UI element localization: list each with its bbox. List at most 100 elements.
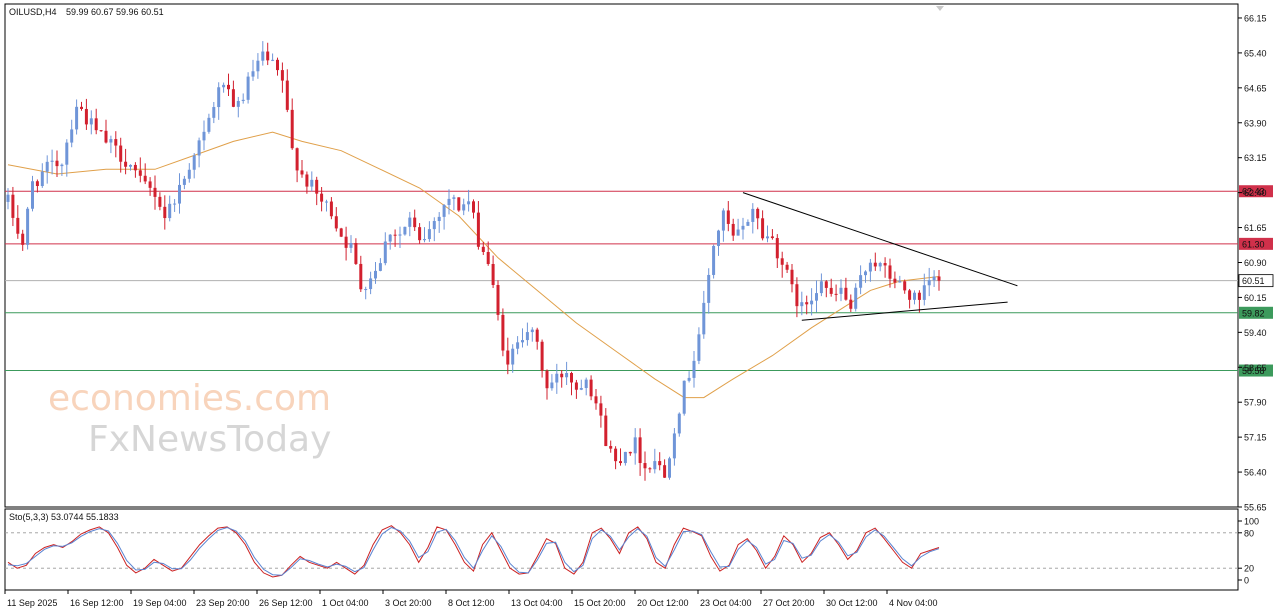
candle-body — [731, 223, 735, 236]
candles — [6, 41, 941, 481]
candle-body — [937, 276, 941, 281]
horizontal-levels: 62.43 61.30 60.51 59.82 58.58 — [5, 185, 1274, 377]
time-tick-label: 23 Sep 20:00 — [196, 598, 250, 608]
candle-body — [80, 106, 83, 109]
candle-body — [374, 270, 377, 279]
candle-body — [849, 299, 853, 309]
candle-body — [300, 170, 304, 175]
candle-body — [418, 227, 422, 241]
candle-body — [349, 243, 353, 248]
candle-body — [565, 373, 569, 378]
candle-body — [780, 258, 784, 265]
candle-body — [236, 100, 240, 107]
candle-body — [261, 51, 265, 61]
candle-body — [354, 243, 358, 264]
candle-body — [486, 252, 490, 264]
level-badge-62-43 — [1239, 185, 1273, 198]
time-tick-label: 26 Sep 12:00 — [259, 598, 313, 608]
candle-body — [305, 174, 309, 187]
price-tick-label: 59.40 — [1244, 328, 1267, 338]
candle-body — [922, 285, 926, 300]
candle-body — [893, 278, 897, 283]
candle-body — [810, 300, 814, 305]
candle-body — [687, 377, 691, 381]
candle-body — [677, 413, 681, 434]
time-tick-label: 13 Oct 04:00 — [511, 598, 563, 608]
candle-body — [815, 293, 818, 301]
candle-body — [310, 179, 314, 187]
candle-body — [315, 179, 319, 194]
candle-body — [697, 334, 701, 361]
candle-body — [40, 171, 44, 187]
candle-body — [717, 230, 720, 246]
candle-body — [633, 437, 637, 454]
candle-body — [423, 239, 426, 241]
candle-body — [795, 284, 799, 307]
level-badge-59-82 — [1239, 306, 1273, 319]
candle-body — [927, 280, 931, 286]
candle-body — [501, 314, 505, 351]
candle-body — [594, 396, 598, 404]
candle-body — [50, 160, 54, 162]
candle-body — [26, 208, 30, 245]
candle-body — [525, 332, 529, 341]
candle-body — [197, 140, 201, 156]
candle-body — [359, 263, 363, 290]
candle-body — [344, 236, 348, 248]
candle-body — [721, 210, 725, 231]
level-badge-58-58 — [1239, 364, 1273, 377]
sto-line-main — [7, 525, 940, 578]
candle-body — [447, 198, 451, 206]
candle-body — [143, 175, 147, 182]
candle-body — [579, 388, 583, 390]
candle-body — [187, 169, 191, 179]
chart-shift-marker[interactable] — [936, 6, 944, 11]
candle-body — [663, 465, 667, 478]
ohlc-values: 59.99 60.67 59.96 60.51 — [66, 7, 164, 17]
time-tick-label: 11 Sep 2025 — [7, 598, 57, 608]
candle-body — [599, 403, 603, 416]
candle-body — [829, 287, 833, 294]
sto-tick-label: 100 — [1244, 517, 1259, 527]
candle-body — [45, 161, 49, 172]
candle-body — [913, 292, 916, 300]
price-tick-label: 65.40 — [1244, 48, 1267, 58]
candle-body — [540, 341, 544, 371]
candle-body — [467, 201, 471, 205]
candle-body — [530, 329, 534, 333]
level-badge-60-51 — [1238, 274, 1274, 288]
candle-body — [339, 228, 343, 237]
candle-body — [192, 155, 196, 170]
candle-body — [888, 265, 892, 279]
candle-body — [124, 161, 128, 167]
price-tick-label: 66.15 — [1244, 13, 1267, 23]
candle-body — [908, 290, 912, 300]
candle-body — [65, 142, 69, 165]
candle-body — [535, 329, 539, 342]
sto-line-signal — [7, 526, 940, 576]
time-tick-label: 19 Sep 04:00 — [133, 598, 187, 608]
candle-body — [133, 164, 137, 171]
time-tick-label: 16 Sep 12:00 — [70, 598, 124, 608]
candle-body — [609, 446, 613, 449]
candle-body — [334, 216, 338, 229]
candle-body — [785, 264, 789, 270]
candle-body — [329, 201, 333, 217]
candle-body — [178, 184, 181, 204]
candle-body — [545, 370, 549, 389]
candle-body — [207, 117, 211, 132]
candle-body — [932, 276, 936, 281]
price-tick-label: 57.90 — [1244, 398, 1267, 408]
sto-tick-label: 0 — [1244, 576, 1249, 586]
candle-body — [437, 216, 441, 222]
candle-body — [11, 194, 15, 218]
candle-body — [295, 148, 299, 171]
candle-body — [266, 51, 270, 61]
triangle-pattern — [742, 192, 1018, 321]
moving-average — [7, 131, 940, 399]
candle-body — [153, 187, 157, 197]
candle-body — [35, 181, 39, 187]
candle-body — [496, 285, 500, 315]
candle-body — [427, 229, 431, 240]
